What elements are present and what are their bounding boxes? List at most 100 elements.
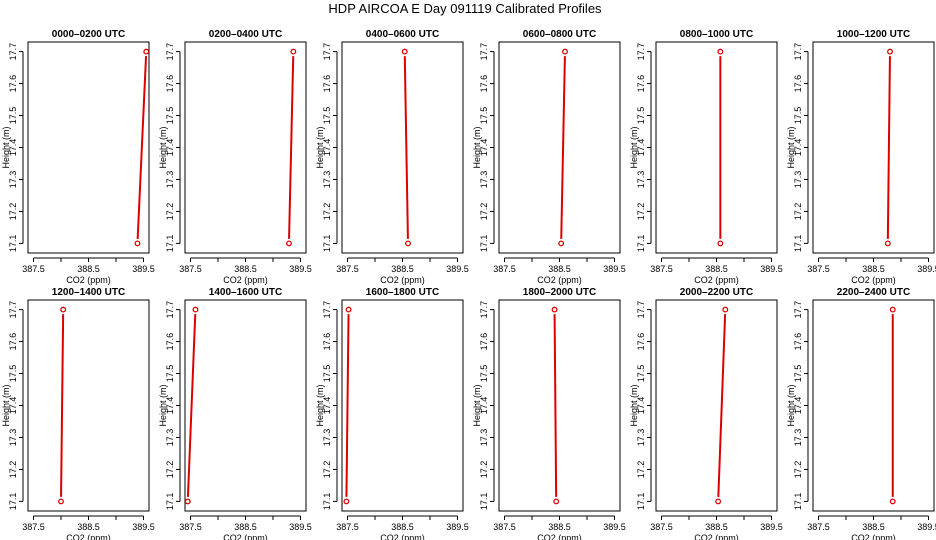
- data-point: [58, 498, 64, 505]
- plot-frame: [184, 41, 307, 254]
- y-tick-label: 17.4: [479, 139, 489, 157]
- y-tick-label: 17.1: [8, 235, 18, 253]
- y-tick-label: 17.6: [793, 75, 803, 93]
- panel-2: 0200–0400 UTC 387.5 388.5 389.5 CO2 (ppm) 17.…: [158, 29, 312, 285]
- y-tick-label: 17.5: [479, 365, 489, 383]
- panel-title: 1200–1400 UTC: [52, 287, 125, 298]
- y-axis-label: Height (m): [629, 126, 639, 168]
- plot-frame: [27, 41, 150, 254]
- x-axis-label: CO2 (ppm): [851, 275, 896, 285]
- y-tick-label: 17.6: [165, 333, 175, 351]
- x-tick-label: 387.5: [650, 522, 673, 532]
- y-tick-label: 17.2: [636, 203, 646, 221]
- plot-frame: [498, 41, 621, 254]
- plot-frame: [341, 41, 464, 254]
- y-tick-label: 17.1: [636, 235, 646, 253]
- y-tick-label: 17.1: [165, 235, 175, 253]
- y-tick-label: 17.6: [8, 333, 18, 351]
- profile-line: [288, 56, 295, 239]
- plot-frame: [812, 41, 935, 254]
- panel-11: 2000–2200 UTC 387.5 388.5 389.5 CO2 (ppm) 17.…: [629, 287, 783, 540]
- panel-title: 2200–2400 UTC: [837, 287, 910, 298]
- y-tick-label: 17.6: [479, 333, 489, 351]
- profile-line: [345, 314, 350, 497]
- x-tick-label: 388.5: [77, 264, 100, 274]
- x-tick-label: 388.5: [862, 522, 885, 532]
- data-point: [889, 306, 896, 313]
- x-tick-label: 388.5: [77, 522, 100, 532]
- y-tick-label: 17.2: [322, 461, 332, 479]
- profile-line: [403, 56, 409, 239]
- data-point: [290, 48, 297, 55]
- y-tick-label: 17.5: [8, 107, 18, 125]
- y-tick-label: 17.2: [636, 461, 646, 479]
- plot-frame: [27, 299, 150, 512]
- profile-line: [717, 314, 727, 497]
- y-tick-label: 17.2: [479, 203, 489, 221]
- data-point: [143, 48, 150, 55]
- x-axis-label: CO2 (ppm): [537, 533, 582, 540]
- profile-line: [60, 314, 65, 497]
- x-tick-label: 387.5: [22, 522, 45, 532]
- data-point: [722, 306, 729, 313]
- panel-5: 0800–1000 UTC 387.5 388.5 389.5 CO2 (ppm) 17.…: [629, 29, 783, 285]
- panel-title: 1000–1200 UTC: [837, 29, 910, 40]
- data-point: [401, 48, 408, 55]
- y-tick-label: 17.1: [165, 493, 175, 511]
- panel-title: 1400–1600 UTC: [209, 287, 282, 298]
- y-axis-label: Height (m): [472, 384, 482, 426]
- y-tick-label: 17.3: [165, 429, 175, 447]
- x-tick-label: 388.5: [234, 264, 257, 274]
- y-tick-label: 17.1: [8, 493, 18, 511]
- y-tick-label: 17.5: [165, 107, 175, 125]
- y-axis-label: Height (m): [472, 126, 482, 168]
- x-tick-label: 389.5: [603, 522, 626, 532]
- x-tick-label: 389.5: [917, 522, 936, 532]
- y-tick-label: 17.3: [479, 171, 489, 189]
- profile-line: [553, 314, 558, 497]
- figure-title: HDP AIRCOA E Day 091119 Calibrated Profi…: [328, 1, 602, 16]
- y-tick-label: 17.3: [322, 429, 332, 447]
- y-tick-label: 17.3: [165, 171, 175, 189]
- y-axis-label: Height (m): [786, 384, 796, 426]
- y-tick-label: 17.4: [636, 397, 646, 415]
- x-tick-label: 388.5: [391, 264, 414, 274]
- x-tick-label: 389.5: [760, 264, 783, 274]
- y-tick-label: 17.6: [479, 75, 489, 93]
- y-tick-label: 17.1: [479, 235, 489, 253]
- data-point: [286, 240, 292, 247]
- plot-frame: [655, 299, 778, 512]
- plot-frame: [498, 299, 621, 512]
- data-point: [558, 240, 565, 247]
- y-tick-label: 17.4: [322, 397, 332, 415]
- y-tick-label: 17.4: [8, 397, 18, 415]
- panel-6: 1000–1200 UTC 387.5 388.5 389.5 CO2 (ppm) 17.…: [786, 29, 936, 285]
- y-axis-label: Height (m): [1, 126, 11, 168]
- y-tick-label: 17.5: [322, 365, 332, 383]
- data-point: [562, 48, 568, 55]
- y-tick-label: 17.1: [793, 493, 803, 511]
- y-tick-label: 17.2: [165, 461, 175, 479]
- panel-title: 0200–0400 UTC: [209, 29, 282, 40]
- x-tick-label: 389.5: [446, 264, 469, 274]
- panel-title: 0400–0600 UTC: [366, 29, 439, 40]
- y-tick-label: 17.4: [8, 139, 18, 157]
- profile-line: [886, 56, 891, 239]
- y-tick-label: 17.7: [636, 301, 646, 319]
- panel-title: 0600–0800 UTC: [523, 29, 596, 40]
- y-tick-label: 17.4: [165, 139, 175, 157]
- y-tick-label: 17.2: [793, 461, 803, 479]
- y-tick-label: 17.7: [322, 301, 332, 319]
- data-point: [553, 498, 560, 505]
- y-tick-label: 17.1: [479, 493, 489, 511]
- y-tick-label: 17.6: [322, 333, 332, 351]
- y-tick-label: 17.5: [165, 365, 175, 383]
- data-point: [887, 48, 893, 55]
- y-axis-label: Height (m): [158, 384, 168, 426]
- y-tick-label: 17.6: [636, 75, 646, 93]
- y-tick-label: 17.5: [479, 107, 489, 125]
- y-tick-label: 17.3: [793, 171, 803, 189]
- y-tick-label: 17.4: [322, 139, 332, 157]
- y-tick-label: 17.7: [165, 43, 175, 61]
- x-tick-label: 387.5: [179, 264, 202, 274]
